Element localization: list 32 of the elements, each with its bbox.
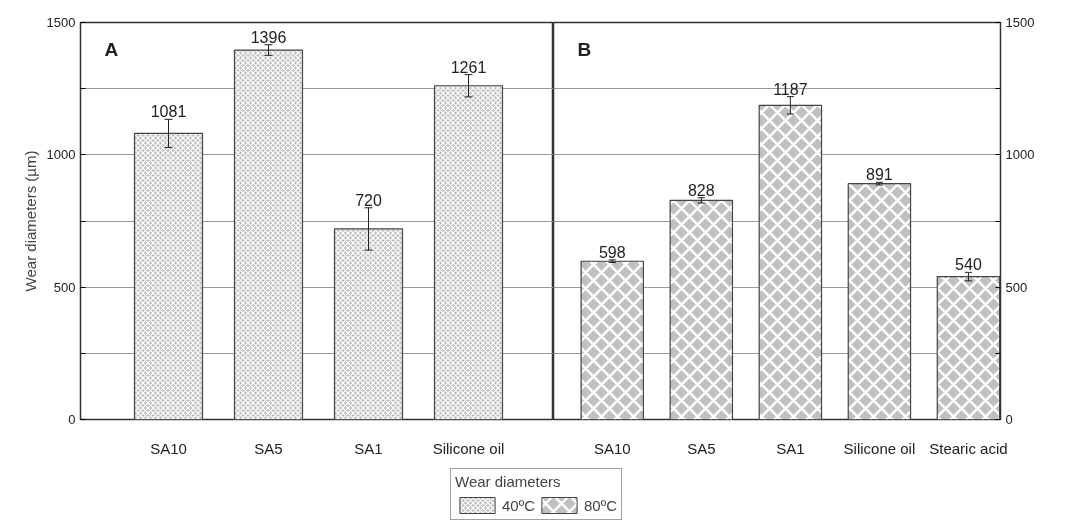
data-label: 1081 (150, 103, 187, 121)
data-label: 828 (687, 181, 715, 199)
y2-tick-label: 500 (1005, 279, 1028, 295)
data-label: 720 (355, 191, 382, 209)
data-label: 540 (955, 256, 982, 274)
y-tick-label: 500 (53, 279, 76, 295)
legend-label: 40ºC (502, 496, 535, 514)
data-label: 598 (598, 243, 626, 261)
data-label: 1187 (773, 80, 808, 98)
x-tick-label: SA1 (354, 439, 383, 457)
text: 80ºC (584, 496, 617, 514)
y-axis-title: Wear diameters (µm) (21, 150, 39, 292)
y-tick-label: 1500 (46, 15, 76, 30)
y-tick-label: 1000 (46, 147, 76, 163)
x-tick-label: SA10 (150, 439, 187, 457)
x-tick-label: SA10 (593, 439, 631, 457)
x-tick-label: Silicone oil (432, 439, 505, 457)
x-tick-label: Silicone oil (843, 439, 916, 457)
y-tick-label: 0 (68, 412, 76, 427)
x-tick-label: SA5 (687, 439, 716, 457)
annotation: A (104, 38, 119, 60)
x-tick-label: SA1 (776, 439, 805, 457)
y2-tick-label: 1000 (1005, 147, 1035, 163)
legend-title: Wear diameters (455, 473, 562, 490)
y2-tick-label: 1500 (1005, 15, 1035, 30)
data-label: 891 (866, 166, 893, 184)
data-label: 1261 (450, 58, 487, 76)
x-tick-label: Stearic acid (929, 439, 1008, 457)
x-tick-label: SA5 (254, 439, 283, 457)
annotation: B (577, 38, 592, 60)
data-label: 1396 (250, 28, 287, 46)
y2-tick-label: 0 (1005, 412, 1013, 427)
